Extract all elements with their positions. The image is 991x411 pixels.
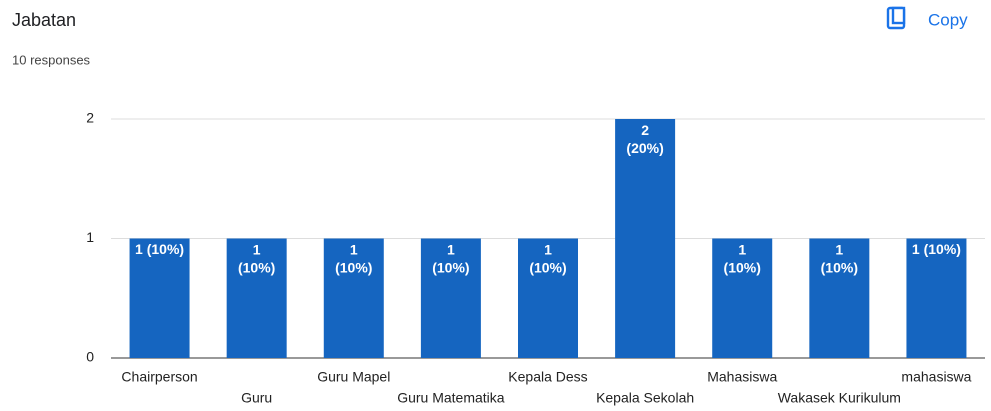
copy-label: Copy: [928, 10, 968, 29]
bar: [712, 238, 773, 358]
value-label: 1 (10%): [238, 241, 275, 275]
bar: [129, 238, 190, 358]
value-label: 1 (10%): [724, 241, 761, 275]
value-label: 1 (10%): [821, 241, 858, 275]
x-tick-label: Chairperson: [121, 369, 197, 385]
x-tick-label: mahasiswa: [901, 369, 971, 385]
y-tick-label: 1: [86, 229, 94, 245]
bar: [615, 119, 676, 358]
copy-button[interactable]: Copy: [886, 6, 968, 29]
bar: [420, 238, 481, 358]
value-label: 1 (10%): [135, 241, 184, 257]
x-tick-label: Guru: [241, 390, 272, 406]
bar: [226, 238, 287, 358]
x-tick-label: Mahasiswa: [707, 369, 777, 385]
bar: [518, 238, 578, 358]
value-label: 1 (10%): [335, 241, 372, 275]
chart-title: Jabatan: [12, 10, 76, 30]
bar: [809, 238, 870, 358]
copy-icon-front: [891, 6, 906, 25]
x-tick-label: Wakasek Kurikulum: [778, 390, 901, 406]
x-tick-label: Guru Mapel: [317, 369, 390, 385]
bar: [906, 238, 967, 358]
value-label: 1 (10%): [432, 241, 469, 275]
y-tick-label: 0: [86, 349, 94, 365]
value-label: 1 (10%): [529, 241, 566, 275]
chart-subtitle: 10 responses: [12, 52, 91, 67]
y-tick-label: 2: [86, 110, 94, 126]
value-label: 2 (20%): [626, 122, 663, 156]
x-tick-label: Guru Matematika: [397, 390, 505, 406]
x-tick-label: Kepala Dess: [508, 369, 587, 385]
value-label: 1 (10%): [912, 241, 961, 257]
bar: [323, 238, 384, 358]
x-tick-label: Kepala Sekolah: [596, 390, 694, 406]
